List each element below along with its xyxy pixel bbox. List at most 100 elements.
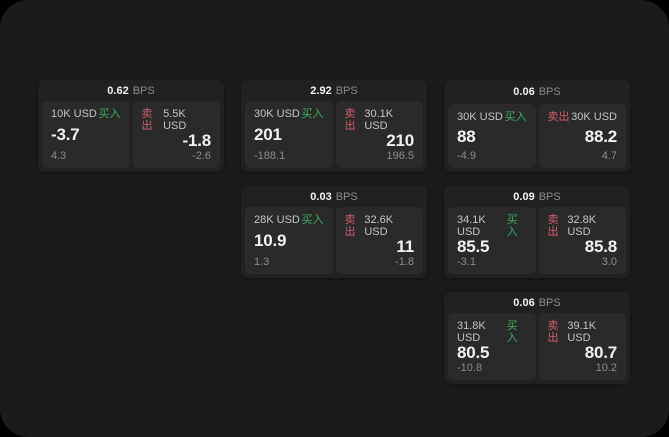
bps-unit-label: BPS (335, 190, 358, 203)
sell-size: 32.8K USD (567, 214, 597, 238)
buy-panel[interactable]: 30K USD 买入 88 -4.9 (448, 104, 536, 168)
bps-value: 0.03 (310, 190, 332, 203)
quote-panels: 30K USD 买入 201 -188.1 卖出 30.1K USD 210 1… (245, 101, 423, 168)
sell-panel-top: 卖出 30K USD (548, 111, 618, 123)
sell-panel[interactable]: 卖出 39.1K USD 80.7 10.2 (538, 313, 626, 380)
quote-panels: 30K USD 买入 88 -4.9 卖出 30K USD 88.2 4.7 (448, 104, 626, 168)
buy-size: 10K USD (51, 108, 97, 120)
sell-price: 88.2 (584, 126, 617, 146)
sell-price: -1.8 (182, 131, 212, 150)
sell-side-label: 卖出 (344, 108, 356, 132)
sell-sub-value: -2.6 (192, 150, 211, 162)
quote-card[interactable]: 0.62 BPS 10K USD 买入 -3.7 4.3 卖出 5.5K USD… (38, 80, 224, 172)
sell-size: 30K USD (571, 111, 617, 123)
bps-unit-label: BPS (335, 84, 358, 97)
bps-unit-label: BPS (132, 84, 155, 97)
card-header: 2.92 BPS (245, 80, 423, 101)
buy-panel[interactable]: 30K USD 买入 201 -188.1 (245, 101, 333, 168)
sell-panel[interactable]: 卖出 30.1K USD 210 196.5 (335, 101, 423, 168)
buy-size: 30K USD (254, 108, 300, 120)
buy-panel[interactable]: 34.1K USD 买入 85.5 -3.1 (448, 207, 536, 274)
sell-sub-value: 10.2 (595, 362, 617, 374)
quote-card[interactable]: 0.06 BPS 30K USD 买入 88 -4.9 卖出 30K USD 8… (444, 80, 630, 172)
buy-size: 31.8K USD (457, 320, 486, 344)
buy-panel[interactable]: 31.8K USD 买入 80.5 -10.8 (448, 313, 536, 380)
quote-card[interactable]: 0.06 BPS 31.8K USD 买入 80.5 -10.8 卖出 39.1… (444, 292, 630, 384)
buy-sub-value: 4.3 (51, 150, 67, 162)
sell-size: 32.6K USD (364, 214, 394, 238)
sell-size: 30.1K USD (364, 108, 394, 132)
sell-sub-value: 4.7 (601, 150, 617, 162)
bps-value: 0.06 (513, 86, 535, 98)
buy-price: 80.5 (457, 343, 490, 362)
card-header: 0.09 BPS (448, 186, 626, 207)
buy-price: -3.7 (51, 125, 80, 144)
buy-sub-value: -10.8 (457, 362, 483, 374)
quote-card[interactable]: 0.09 BPS 34.1K USD 买入 85.5 -3.1 卖出 32.8K… (444, 186, 630, 278)
sell-price: 11 (396, 237, 414, 256)
card-header: 0.03 BPS (245, 186, 423, 207)
sell-panel[interactable]: 卖出 32.8K USD 85.8 3.0 (538, 207, 626, 274)
buy-panel-top: 10K USD 买入 (51, 108, 121, 120)
buy-price: 88 (457, 126, 476, 146)
sell-price: 85.8 (584, 237, 617, 256)
card-header: 0.62 BPS (42, 80, 220, 101)
buy-panel[interactable]: 28K USD 买入 10.9 1.3 (245, 207, 333, 274)
sell-side-label: 卖出 (547, 320, 559, 344)
card-header: 0.06 BPS (448, 292, 626, 313)
buy-size: 34.1K USD (457, 214, 486, 238)
buy-price: 201 (254, 125, 282, 144)
quote-card[interactable]: 0.03 BPS 28K USD 买入 10.9 1.3 卖出 32.6K US… (241, 186, 427, 278)
sell-panel[interactable]: 卖出 5.5K USD -1.8 -2.6 (132, 101, 220, 168)
buy-size: 30K USD (457, 111, 503, 123)
bps-unit-label: BPS (538, 86, 561, 98)
cards-grid: 0.62 BPS 10K USD 买入 -3.7 4.3 卖出 5.5K USD… (38, 80, 630, 384)
sell-panel-top: 卖出 32.6K USD (345, 214, 415, 238)
buy-price: 10.9 (254, 231, 287, 250)
sell-panel[interactable]: 卖出 30K USD 88.2 4.7 (538, 104, 626, 168)
quote-panels: 31.8K USD 买入 80.5 -10.8 卖出 39.1K USD 80.… (448, 313, 626, 380)
buy-sub-value: -3.1 (457, 256, 476, 268)
sell-panel-top: 卖出 30.1K USD (345, 108, 415, 132)
sell-side-label: 卖出 (344, 214, 356, 238)
sell-side-label: 卖出 (547, 214, 559, 238)
bps-value: 0.62 (107, 84, 129, 97)
bps-value: 0.06 (513, 296, 535, 309)
sell-panel[interactable]: 卖出 32.6K USD 11 -1.8 (335, 207, 423, 274)
buy-size: 28K USD (254, 214, 300, 226)
buy-side-label: 买入 (301, 108, 324, 120)
sell-size: 39.1K USD (567, 320, 597, 344)
buy-panel-top: 28K USD 买入 (254, 214, 324, 226)
buy-panel[interactable]: 10K USD 买入 -3.7 4.3 (42, 101, 130, 168)
sell-panel-top: 卖出 39.1K USD (548, 320, 618, 344)
buy-panel-top: 31.8K USD 买入 (457, 320, 527, 344)
buy-panel-top: 30K USD 买入 (457, 111, 527, 123)
buy-panel-top: 30K USD 买入 (254, 108, 324, 120)
buy-sub-value: -188.1 (254, 150, 286, 162)
buy-panel-top: 34.1K USD 买入 (457, 214, 527, 238)
quote-panels: 34.1K USD 买入 85.5 -3.1 卖出 32.8K USD 85.8… (448, 207, 626, 274)
sell-sub-value: 3.0 (601, 256, 617, 268)
sell-sub-value: 196.5 (386, 150, 414, 162)
quote-panels: 28K USD 买入 10.9 1.3 卖出 32.6K USD 11 -1.8 (245, 207, 423, 274)
quote-card[interactable]: 2.92 BPS 30K USD 买入 201 -188.1 卖出 30.1K … (241, 80, 427, 172)
sell-side-label: 卖出 (141, 108, 153, 132)
card-header: 0.06 BPS (448, 80, 626, 104)
bps-value: 0.09 (513, 190, 535, 203)
buy-side-label: 买入 (506, 214, 518, 238)
sell-price: 80.7 (584, 343, 617, 362)
quote-panels: 10K USD 买入 -3.7 4.3 卖出 5.5K USD -1.8 -2.… (42, 101, 220, 168)
sell-price: 210 (386, 131, 414, 150)
bps-value: 2.92 (310, 84, 332, 97)
buy-sub-value: 1.3 (254, 256, 270, 268)
buy-side-label: 买入 (98, 108, 121, 120)
sell-panel-top: 卖出 5.5K USD (142, 108, 212, 132)
buy-sub-value: -4.9 (457, 150, 476, 162)
buy-side-label: 买入 (504, 111, 527, 123)
sell-side-label: 卖出 (547, 111, 570, 123)
sell-size: 5.5K USD (163, 108, 187, 132)
buy-side-label: 买入 (301, 214, 324, 226)
bps-unit-label: BPS (538, 190, 561, 203)
buy-side-label: 买入 (506, 320, 518, 344)
